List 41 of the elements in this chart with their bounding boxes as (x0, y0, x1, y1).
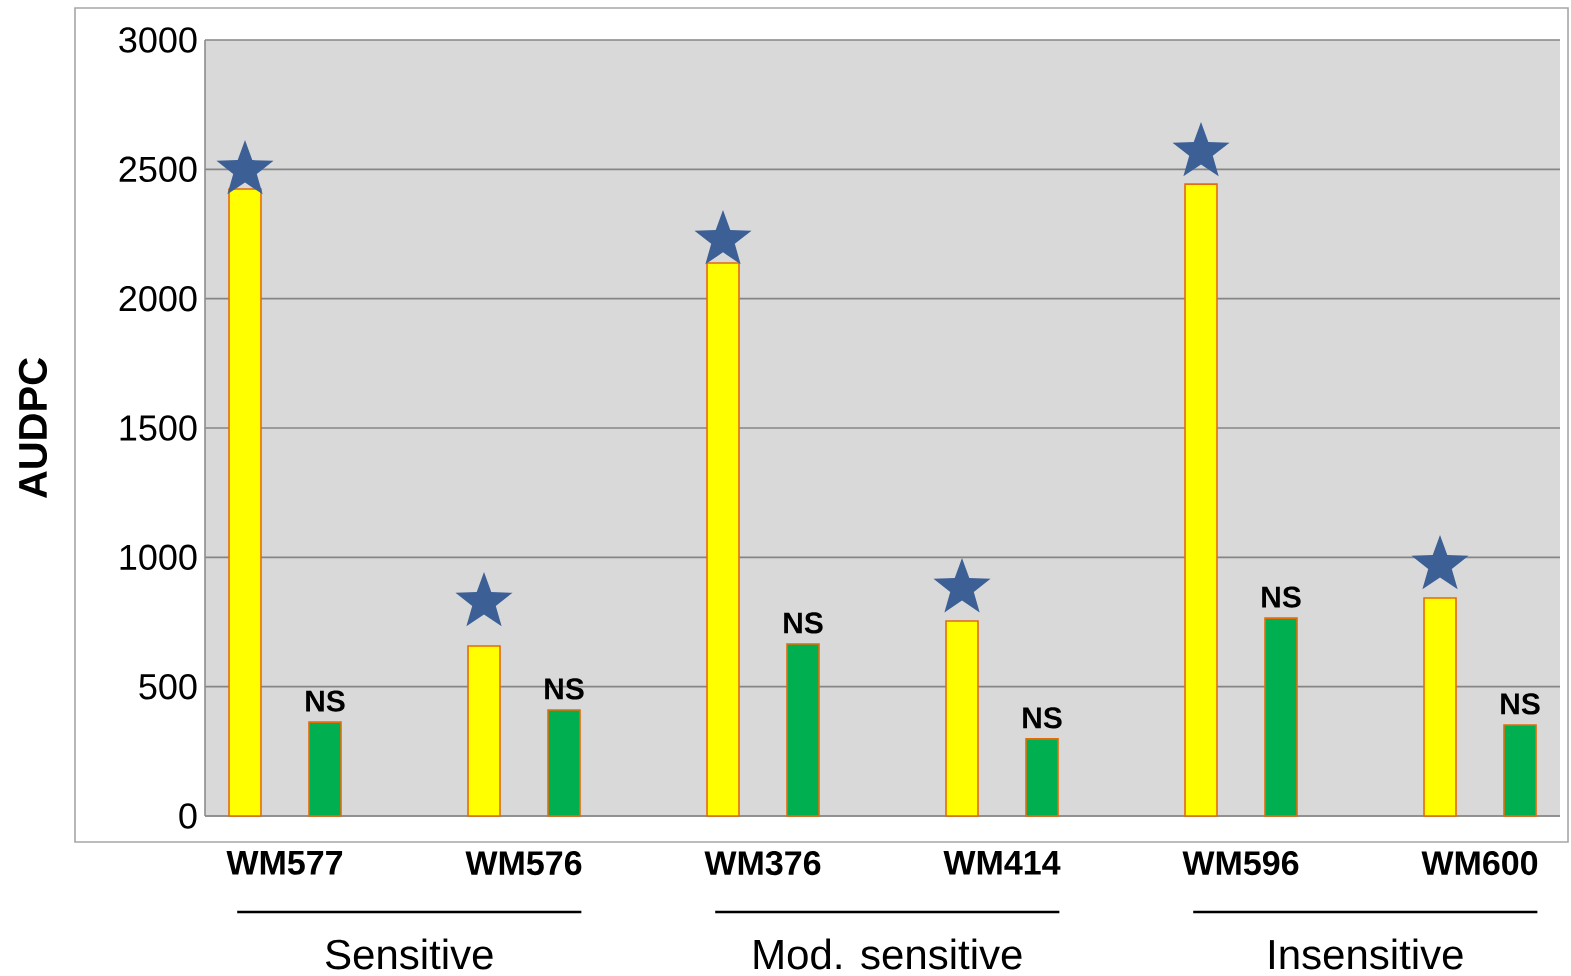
y-tick-label: 1000 (120, 544, 197, 571)
y-tick-label: 500 (139, 673, 197, 700)
y-tick-label: 0 (179, 803, 197, 829)
bar (547, 709, 581, 817)
bar (1264, 617, 1298, 817)
bar (308, 721, 342, 817)
bar (1503, 724, 1537, 817)
annotation: NS (545, 678, 584, 700)
x-tick-label: WM577 (226, 851, 343, 875)
point (694, 209, 752, 265)
text: Mod. sensitive (754, 938, 1022, 970)
point (933, 558, 991, 613)
annotation: NS (1023, 707, 1062, 729)
point (1172, 121, 1230, 177)
bar (1025, 738, 1059, 817)
bar (228, 188, 262, 817)
bar (1423, 597, 1457, 817)
y-tick-label: 2500 (119, 156, 197, 183)
x-tick-label: WM576 (465, 851, 582, 876)
y-tick-label: 1500 (120, 415, 197, 441)
x-tick-label: WM414 (943, 851, 1061, 875)
bar (706, 262, 740, 817)
point (216, 140, 274, 195)
bar (467, 645, 501, 817)
y-axis-title: AUDPC (18, 357, 48, 499)
point (1411, 535, 1469, 590)
annotation: NS (1501, 693, 1540, 715)
x-tick-label: WM376 (704, 851, 821, 876)
text: Insensitive (1269, 938, 1463, 970)
bar (1184, 183, 1218, 817)
point (455, 572, 513, 627)
x-tick-label: WM600 (1421, 851, 1538, 876)
y-tick-label: 3000 (119, 27, 197, 53)
annotation: NS (306, 690, 345, 712)
bar (786, 643, 820, 817)
x-tick-label: WM596 (1182, 851, 1299, 876)
text: Sensitive (325, 938, 493, 970)
bar (945, 620, 979, 817)
y-tick-label: 2000 (119, 285, 197, 312)
annotation: NS (1262, 586, 1301, 608)
annotation: NS (784, 612, 823, 634)
